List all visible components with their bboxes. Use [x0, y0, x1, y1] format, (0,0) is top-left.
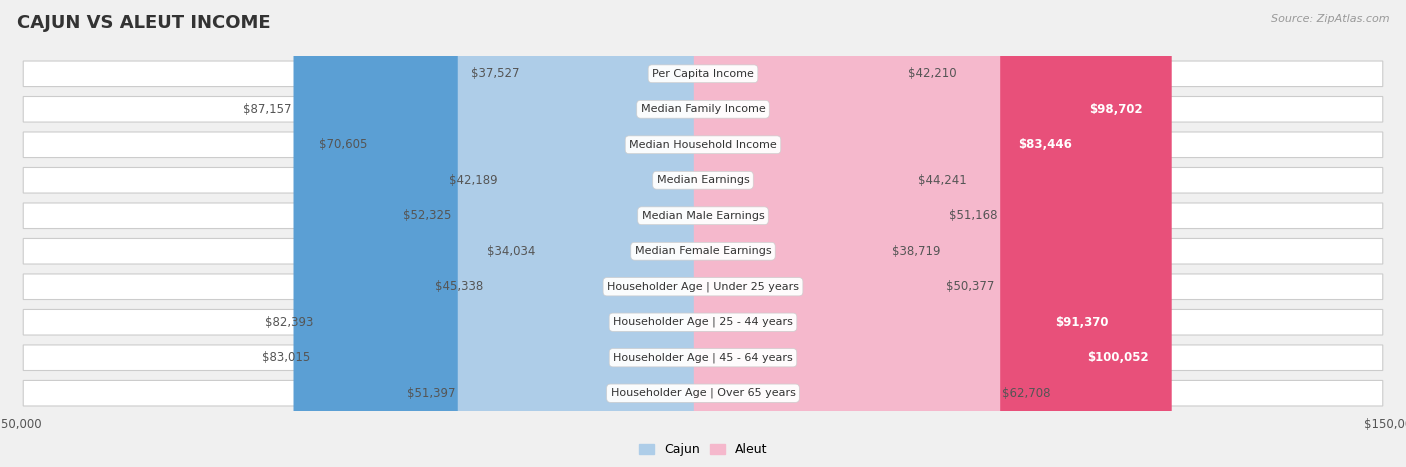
- Text: $100,052: $100,052: [1087, 351, 1149, 364]
- Text: $42,189: $42,189: [449, 174, 498, 187]
- FancyBboxPatch shape: [24, 132, 1382, 157]
- Text: $52,325: $52,325: [402, 209, 451, 222]
- Legend: Cajun, Aleut: Cajun, Aleut: [634, 439, 772, 461]
- FancyBboxPatch shape: [693, 0, 948, 467]
- FancyBboxPatch shape: [24, 168, 1382, 193]
- Text: Householder Age | 25 - 44 years: Householder Age | 25 - 44 years: [613, 317, 793, 327]
- Text: Householder Age | Under 25 years: Householder Age | Under 25 years: [607, 282, 799, 292]
- Text: Median Household Income: Median Household Income: [628, 140, 778, 150]
- FancyBboxPatch shape: [693, 0, 1132, 467]
- Text: $44,241: $44,241: [918, 174, 966, 187]
- FancyBboxPatch shape: [24, 239, 1382, 264]
- FancyBboxPatch shape: [485, 0, 713, 467]
- FancyBboxPatch shape: [693, 0, 943, 467]
- FancyBboxPatch shape: [24, 345, 1382, 370]
- FancyBboxPatch shape: [315, 0, 713, 467]
- FancyBboxPatch shape: [693, 0, 1171, 467]
- FancyBboxPatch shape: [522, 0, 713, 467]
- Text: $87,157: $87,157: [243, 103, 291, 116]
- Text: $83,446: $83,446: [1018, 138, 1073, 151]
- FancyBboxPatch shape: [454, 0, 713, 467]
- Text: $50,377: $50,377: [946, 280, 994, 293]
- Text: Median Male Earnings: Median Male Earnings: [641, 211, 765, 221]
- FancyBboxPatch shape: [693, 0, 1000, 467]
- FancyBboxPatch shape: [24, 61, 1382, 86]
- Text: Source: ZipAtlas.com: Source: ZipAtlas.com: [1271, 14, 1389, 24]
- FancyBboxPatch shape: [24, 310, 1382, 335]
- FancyBboxPatch shape: [294, 0, 713, 467]
- FancyBboxPatch shape: [24, 274, 1382, 299]
- FancyBboxPatch shape: [693, 0, 1166, 467]
- Text: Per Capita Income: Per Capita Income: [652, 69, 754, 79]
- Text: $91,370: $91,370: [1056, 316, 1109, 329]
- FancyBboxPatch shape: [24, 203, 1382, 228]
- Text: Median Earnings: Median Earnings: [657, 175, 749, 185]
- Text: CAJUN VS ALEUT INCOME: CAJUN VS ALEUT INCOME: [17, 14, 270, 32]
- FancyBboxPatch shape: [501, 0, 713, 467]
- FancyBboxPatch shape: [693, 0, 905, 467]
- Text: $34,034: $34,034: [486, 245, 536, 258]
- Text: $37,527: $37,527: [471, 67, 519, 80]
- Text: Householder Age | Over 65 years: Householder Age | Over 65 years: [610, 388, 796, 398]
- FancyBboxPatch shape: [693, 0, 1095, 467]
- Text: $83,015: $83,015: [262, 351, 311, 364]
- Text: $51,168: $51,168: [949, 209, 998, 222]
- Text: $70,605: $70,605: [319, 138, 367, 151]
- FancyBboxPatch shape: [537, 0, 713, 467]
- FancyBboxPatch shape: [458, 0, 713, 467]
- Text: $42,210: $42,210: [908, 67, 957, 80]
- FancyBboxPatch shape: [24, 97, 1382, 122]
- Text: $45,338: $45,338: [434, 280, 484, 293]
- FancyBboxPatch shape: [24, 381, 1382, 406]
- FancyBboxPatch shape: [693, 0, 890, 467]
- Text: $98,702: $98,702: [1088, 103, 1143, 116]
- Text: $82,393: $82,393: [264, 316, 314, 329]
- Text: $62,708: $62,708: [1002, 387, 1052, 400]
- FancyBboxPatch shape: [693, 0, 915, 467]
- Text: Median Female Earnings: Median Female Earnings: [634, 246, 772, 256]
- Text: Householder Age | 45 - 64 years: Householder Age | 45 - 64 years: [613, 353, 793, 363]
- Text: $38,719: $38,719: [893, 245, 941, 258]
- Text: Median Family Income: Median Family Income: [641, 104, 765, 114]
- FancyBboxPatch shape: [312, 0, 713, 467]
- Text: $51,397: $51,397: [406, 387, 456, 400]
- FancyBboxPatch shape: [370, 0, 713, 467]
